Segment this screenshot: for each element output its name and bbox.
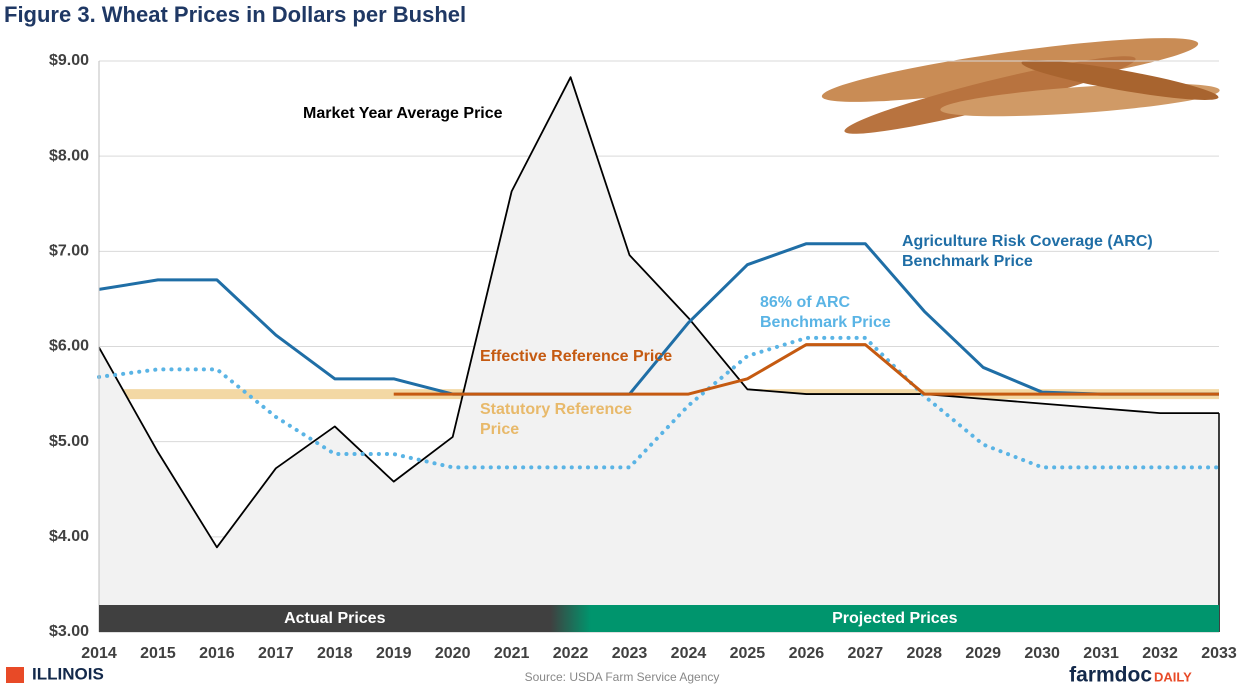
x-tick-label: 2016 — [199, 645, 235, 662]
x-tick-label: 2027 — [848, 645, 884, 662]
x-tick-label: 2018 — [317, 645, 353, 662]
series-label: Effective Reference Price — [480, 347, 680, 367]
period-label: Actual Prices — [284, 610, 385, 627]
x-tick-label: 2025 — [730, 645, 766, 662]
y-tick-label: $8.00 — [49, 147, 89, 164]
x-tick-label: 2030 — [1024, 645, 1060, 662]
logo-mark — [6, 667, 24, 683]
x-tick-label: 2021 — [494, 645, 530, 662]
x-tick-label: 2019 — [376, 645, 412, 662]
logo: ILLINOIS — [32, 664, 104, 683]
x-tick-label: 2023 — [612, 645, 648, 662]
x-tick-label: 2029 — [965, 645, 1001, 662]
period-label: Projected Prices — [832, 610, 958, 627]
wheat-image — [819, 26, 1220, 145]
y-tick-label: $4.00 — [49, 528, 89, 545]
x-tick-label: 2017 — [258, 645, 294, 662]
y-tick-label: $9.00 — [49, 52, 89, 69]
chart: Figure 3. Wheat Prices in Dollars per Bu… — [0, 0, 1244, 685]
x-tick-label: 2020 — [435, 645, 471, 662]
x-tick-label: 2033 — [1201, 645, 1237, 662]
y-tick-label: $7.00 — [49, 243, 89, 260]
x-tick-label: 2028 — [906, 645, 942, 662]
x-tick-label: 2024 — [671, 645, 707, 662]
series-label: Market Year Average Price — [303, 104, 563, 124]
y-tick-label: $3.00 — [49, 623, 89, 640]
series-label: Agriculture Risk Coverage (ARC) Benchmar… — [902, 232, 1202, 272]
x-tick-label: 2032 — [1142, 645, 1178, 662]
source: Source: USDA Farm Service Agency — [525, 670, 720, 684]
x-tick-label: 2014 — [81, 645, 117, 662]
x-tick-label: 2015 — [140, 645, 176, 662]
band-blend — [551, 605, 591, 632]
x-tick-label: 2022 — [553, 645, 589, 662]
brand-suffix: DAILY — [1154, 669, 1192, 684]
series-label: 86% of ARC Benchmark Price — [760, 293, 920, 333]
page: Figure 3. Wheat Prices in Dollars per Bu… — [0, 0, 1244, 685]
x-tick-label: 2026 — [789, 645, 825, 662]
series-label: Statutory Reference Price — [480, 400, 670, 440]
y-tick-label: $5.00 — [49, 433, 89, 450]
x-tick-label: 2031 — [1083, 645, 1119, 662]
y-tick-label: $6.00 — [49, 338, 89, 355]
brand: farmdoc — [1069, 664, 1152, 685]
chart-title: Figure 3. Wheat Prices in Dollars per Bu… — [4, 2, 466, 27]
